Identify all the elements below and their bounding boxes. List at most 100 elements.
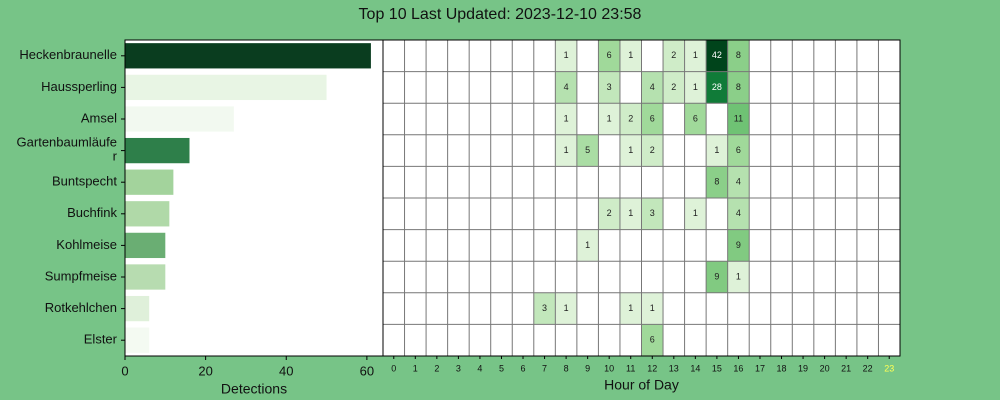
y-tick-label: Heckenbraunelle	[19, 47, 117, 62]
x-tick-label: 8	[564, 363, 569, 373]
cell-label: 1	[585, 240, 590, 250]
x-axis-label: Detections	[221, 381, 287, 397]
cell-label: 1	[607, 113, 612, 123]
heat-cell	[598, 71, 620, 104]
cell-label: 4	[736, 208, 741, 218]
heat-cell	[619, 103, 642, 135]
heat-cell	[619, 292, 642, 325]
x-tick-label: 2	[434, 363, 439, 373]
heat-cell	[663, 71, 685, 104]
heat-cell	[684, 198, 707, 230]
x-tick-label: 17	[755, 363, 765, 373]
x-tick-label: 40	[279, 363, 293, 378]
cell-label: 1	[564, 145, 569, 155]
x-tick-label: 23	[884, 363, 894, 373]
cell-label: 2	[628, 113, 633, 123]
heat-cell	[641, 71, 664, 104]
x-tick-label: 20	[820, 363, 830, 373]
heat-cell	[576, 134, 599, 167]
x-tick-label: 22	[863, 363, 873, 373]
cell-label: 2	[671, 82, 676, 92]
cell-label: 2	[671, 50, 676, 60]
bar	[125, 264, 166, 290]
cell-label: 1	[693, 208, 698, 218]
cell-label: 6	[650, 335, 655, 345]
cell-label: 8	[736, 50, 741, 60]
x-tick-label: 16	[733, 363, 743, 373]
x-tick-label: 1	[413, 363, 418, 373]
cell-label: 2	[650, 145, 655, 155]
cell-label: 28	[712, 82, 722, 92]
heat-cell	[598, 103, 620, 135]
heat-cell	[727, 40, 750, 72]
y-tick-label: Buntspecht	[52, 174, 117, 189]
heat-cell	[641, 134, 664, 167]
heat-cell	[619, 134, 642, 167]
bar	[125, 169, 174, 195]
cell-label: 1	[628, 303, 633, 313]
heat-cell	[706, 261, 728, 293]
heat-cell	[555, 292, 577, 325]
heat-cell	[727, 103, 750, 135]
cell-label: 11	[734, 113, 743, 123]
heat-cell	[727, 71, 750, 104]
cell-label: 6	[607, 50, 612, 60]
heat-cell	[706, 166, 728, 198]
x-tick-label: 0	[121, 363, 128, 378]
heat-cell	[706, 134, 728, 167]
x-tick-label: 18	[777, 363, 787, 373]
heat-cell	[727, 134, 750, 167]
x-tick-label: 11	[626, 363, 635, 373]
x-tick-label: 12	[647, 363, 657, 373]
cell-label: 1	[564, 303, 569, 313]
heat-cell	[555, 40, 577, 72]
cell-label: 6	[693, 113, 698, 123]
x-tick-label: 7	[542, 363, 547, 373]
x-tick-label: 19	[798, 363, 808, 373]
cell-label: 1	[564, 50, 569, 60]
heat-cell	[555, 103, 577, 135]
cell-label: 2	[607, 208, 612, 218]
cell-label: 5	[585, 145, 590, 155]
cell-label: 6	[650, 113, 655, 123]
x-tick-label: 20	[198, 363, 212, 378]
bar	[125, 295, 150, 322]
y-tick-label: Elster	[84, 332, 118, 347]
y-tick-label: Rotkehlchen	[45, 300, 117, 315]
cell-label: 42	[712, 50, 722, 60]
bar	[125, 43, 371, 69]
heat-cell	[641, 324, 664, 356]
heat-cell	[727, 198, 750, 230]
x-axis-label: Hour of Day	[604, 377, 679, 393]
y-tick-label: Amsel	[81, 110, 117, 125]
cell-label: 4	[736, 177, 741, 187]
x-tick-label: 6	[521, 363, 526, 373]
heat-cell	[727, 166, 750, 198]
cell-label: 9	[736, 240, 741, 250]
cell-label: 1	[650, 303, 655, 313]
heat-cell	[706, 40, 728, 72]
x-tick-label: 14	[690, 363, 700, 373]
cell-label: 1	[628, 50, 633, 60]
cell-label: 1	[736, 271, 741, 281]
cell-label: 9	[714, 271, 719, 281]
heat-cell	[619, 198, 642, 230]
cell-label: 3	[607, 82, 612, 92]
heat-cell	[706, 71, 728, 104]
bar	[125, 74, 327, 101]
cell-label: 4	[564, 82, 569, 92]
x-tick-label: 13	[669, 363, 679, 373]
heat-cell	[555, 71, 577, 104]
bar	[125, 201, 170, 227]
heat-cell	[727, 229, 750, 262]
cell-label: 8	[714, 177, 719, 187]
y-tick-label: Haussperling	[41, 79, 117, 94]
heat-cell	[684, 103, 707, 135]
x-tick-label: 0	[391, 363, 396, 373]
heat-cell	[663, 40, 685, 72]
x-tick-label: 10	[604, 363, 614, 373]
x-tick-label: 5	[499, 363, 504, 373]
y-tick-label: Gartenbaumläufe r	[17, 135, 118, 164]
heat-cell	[641, 103, 664, 135]
y-tick-label: Kohlmeise	[56, 237, 117, 252]
